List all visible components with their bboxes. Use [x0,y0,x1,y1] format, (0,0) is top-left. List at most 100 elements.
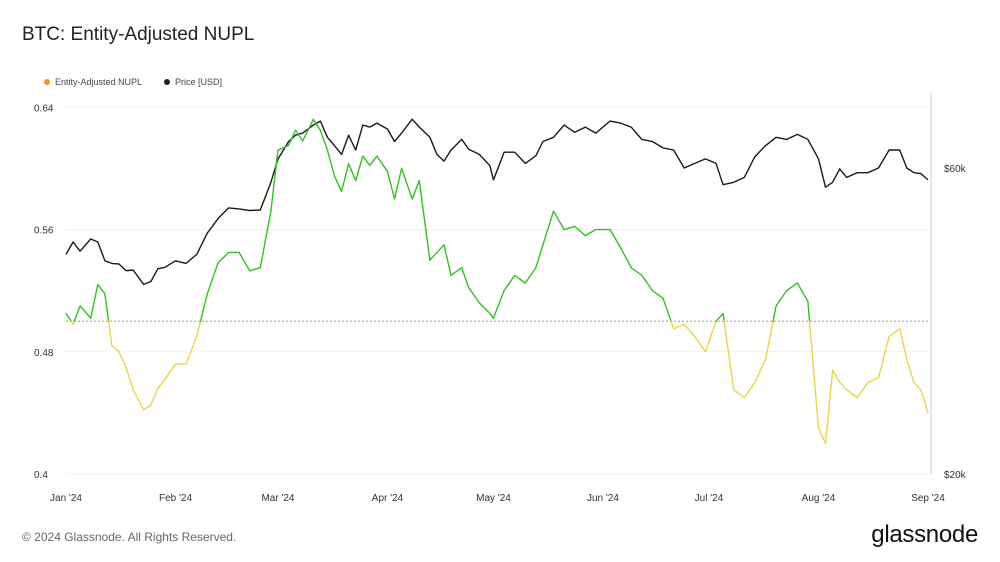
nupl-series-segment [319,129,329,151]
nupl-series-segment [651,289,664,299]
nupl-series-segment [400,167,413,200]
nupl-series-segment [97,283,106,295]
nupl-series-segment [460,267,470,289]
nupl-series-segment [277,144,290,151]
nupl-series-segment [877,335,890,379]
nupl-series-segment [785,282,798,292]
nupl-series-segment [270,149,279,212]
nupl-series-segment [362,155,371,167]
x-tick-label: Jun '24 [587,493,619,504]
y-left-tick-label: 0.4 [34,470,48,481]
nupl-series-segment [294,129,304,142]
nupl-series-segment [609,228,622,249]
nupl-series-segment [411,179,420,200]
x-tick-label: Jan '24 [50,493,82,504]
nupl-series-segment [73,305,81,322]
nupl-series-segment [856,381,869,399]
x-tick-label: Aug '24 [802,493,836,504]
nupl-series-segment [312,118,322,131]
nupl-series-segment [340,163,350,193]
nupl-series-segment [846,389,859,399]
nupl-series-segment [888,328,901,338]
nupl-series-segment [326,149,336,177]
nupl-series-segment [376,155,389,173]
nupl-series-segment [468,286,481,304]
nupl-series-segment [206,262,219,295]
nupl-series-segment [347,163,357,182]
nupl-series-segment [743,381,756,399]
legend-price-dot-icon [164,79,171,85]
nupl-series-segment [524,267,537,284]
y-left-tick-label: 0.48 [34,348,54,359]
nupl-series-segment [535,244,544,269]
nupl-series-segment [513,274,526,284]
chart-title: BTC: Entity-Adjusted NUPL [22,24,255,45]
nupl-series-segment [429,251,438,261]
x-tick-label: Mar '24 [261,493,294,504]
nupl-series-segment [867,377,880,384]
nupl-series-segment [436,244,445,254]
nupl-series-segment [542,210,555,246]
price-series-line [65,118,929,286]
x-tick-label: Jul '24 [695,493,724,504]
nupl-series-segment [807,300,811,322]
nupl-series-segment [393,167,403,200]
nupl-series-segment [125,366,134,391]
y-left-tick-label: 0.64 [34,103,54,114]
x-tick-label: May '24 [476,493,511,504]
nupl-series-segment [899,328,908,361]
nupl-series-segment [199,292,209,322]
nupl-series-segment [817,427,827,445]
nupl-series-segment [492,289,505,319]
legend-price-label: Price [USD] [175,77,223,87]
nupl-series-segment [906,358,915,384]
nupl-series-segment [694,335,707,353]
nupl-series-segment [913,381,922,391]
nupl-series-segment [722,312,725,322]
x-tick-label: Sep '24 [911,493,945,504]
nupl-series-segment [764,320,774,361]
nupl-series-segment [478,302,491,315]
nupl-series-segment [333,175,343,193]
nupl-series-segment [301,118,314,142]
nupl-series-segment [111,344,120,353]
nupl-series-segment [150,387,159,406]
nupl-series-segment [824,369,834,445]
nupl-series-segment [238,251,251,272]
nupl-series-segment [185,335,198,365]
nupl-series-segment [662,297,672,322]
x-tick-label: Feb '24 [159,493,192,504]
nupl-series-segment [704,320,717,353]
nupl-series-segment [287,129,297,147]
nupl-series-segment [715,312,724,322]
legend-item-nupl[interactable]: Entity-Adjusted NUPL [44,77,142,87]
nupl-series-segment [672,323,685,330]
nupl-series-segment [369,155,378,167]
nupl-series-segment [732,389,745,399]
copyright-footer: © 2024 Glassnode. All Rights Reserved. [22,530,237,544]
nupl-series-segment [552,210,565,231]
nupl-series-segment [90,283,99,319]
nupl-series-segment [723,320,735,391]
nupl-series-segment [619,247,632,269]
y-right-tick-label: $60k [944,164,967,175]
nupl-series-segment [196,320,202,338]
x-tick-label: Apr '24 [372,493,404,504]
nupl-series-segment [574,225,587,237]
y-left-tick-label: 0.56 [34,226,54,237]
nupl-series-segment [920,389,929,414]
nupl-series-segment [249,267,262,272]
nupl-series-segment [107,320,113,347]
nupl-series-segment [143,404,152,411]
nupl-series-segment [584,228,597,237]
nupl-series-segment [775,289,788,307]
nupl-series-segment [132,389,145,411]
nupl-series-segment [838,381,848,391]
legend-nupl-dot-icon [44,79,50,85]
nupl-series-segment [104,292,110,322]
nupl-series-segment [157,378,166,390]
nupl-series-segment [418,179,431,261]
nupl-series-segment [772,305,777,322]
legend-item-price[interactable]: Price [USD] [164,77,222,87]
